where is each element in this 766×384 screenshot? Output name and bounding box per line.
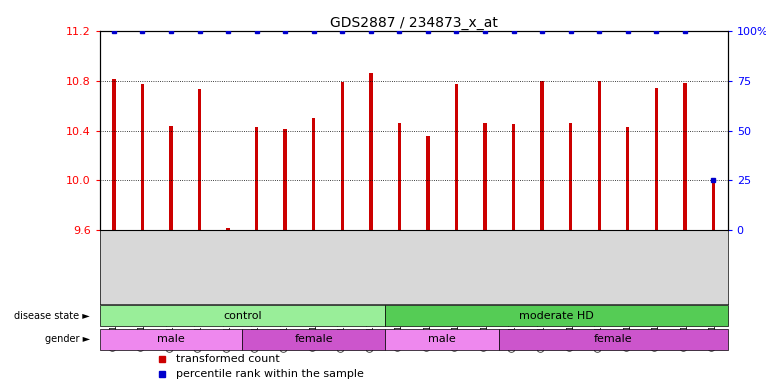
Bar (455, 84, 458, 230)
Bar (385, 329, 499, 350)
Title: GDS2887 / 234873_x_at: GDS2887 / 234873_x_at (329, 16, 498, 30)
Text: disease state ►: disease state ► (15, 311, 90, 321)
Text: female: female (294, 334, 333, 344)
Bar (100, 329, 242, 350)
Text: percentile rank within the sample: percentile rank within the sample (176, 369, 364, 379)
Bar (426, 136, 430, 230)
Bar (683, 83, 686, 230)
Bar (141, 84, 144, 230)
Bar (483, 123, 486, 230)
Text: male: male (428, 334, 456, 344)
Bar (312, 118, 316, 230)
Bar (512, 124, 516, 230)
Bar (712, 180, 715, 230)
Bar (283, 129, 287, 230)
Bar (226, 228, 230, 230)
Bar (112, 79, 116, 230)
Text: moderate HD: moderate HD (519, 311, 594, 321)
Bar (655, 88, 658, 230)
Text: female: female (594, 334, 633, 344)
Text: control: control (223, 311, 262, 321)
Bar (242, 329, 385, 350)
Text: transformed count: transformed count (176, 354, 280, 364)
Bar (169, 126, 172, 230)
Bar (569, 123, 572, 230)
Bar (369, 73, 372, 230)
Bar (398, 123, 401, 230)
Bar (499, 329, 728, 350)
Bar (100, 305, 385, 326)
Bar (626, 127, 630, 230)
Bar (198, 89, 201, 230)
Text: gender ►: gender ► (45, 334, 90, 344)
Text: male: male (157, 334, 185, 344)
Bar (540, 81, 544, 230)
Bar (597, 81, 601, 230)
Bar (341, 82, 344, 230)
Bar (385, 305, 728, 326)
Bar (255, 127, 258, 230)
